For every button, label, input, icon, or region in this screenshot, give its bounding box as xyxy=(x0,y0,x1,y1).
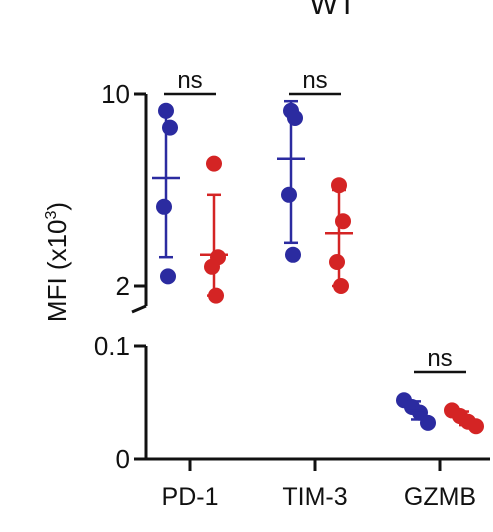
data-point xyxy=(281,186,297,203)
data-point xyxy=(162,119,178,136)
y-axis-label-sup: 3 xyxy=(43,211,60,220)
data-point xyxy=(285,246,301,263)
y-tick-label: 0 xyxy=(116,444,130,474)
data-point xyxy=(420,414,436,431)
y-axis-label-close: ) xyxy=(42,202,72,211)
data-point xyxy=(331,177,347,194)
y-axis-label-main: MFI (x10 xyxy=(42,220,72,323)
x-tick-label: TIM-3 xyxy=(282,483,347,511)
significance-label: ns xyxy=(427,345,452,372)
chart-title: WT xyxy=(310,0,357,21)
significance-label: ns xyxy=(302,67,327,94)
y-tick-label: 10 xyxy=(101,79,130,109)
significance-label: ns xyxy=(177,67,202,94)
data-point xyxy=(156,198,172,215)
y-tick-label: 0.1 xyxy=(94,331,130,361)
data-point xyxy=(287,110,303,126)
axes: 10 2 0.1 0 PD-1 TIM-3 GZMB xyxy=(94,79,490,511)
y-axis-break-mark xyxy=(131,304,147,314)
y-axis-label: MFI (x103) xyxy=(42,202,72,322)
data-point xyxy=(204,258,220,275)
data-point xyxy=(208,287,224,304)
x-tick-label: GZMB xyxy=(404,483,476,511)
data-point xyxy=(160,268,176,285)
svg-text:MFI (x103): MFI (x103) xyxy=(42,202,72,322)
data-marks: ns ns ns xyxy=(152,67,484,435)
data-point xyxy=(158,102,174,119)
data-point xyxy=(468,418,484,435)
data-point xyxy=(206,155,222,172)
x-tick-label: PD-1 xyxy=(162,483,219,511)
y-tick-label: 2 xyxy=(116,271,130,301)
data-point xyxy=(335,213,351,230)
data-point xyxy=(329,254,345,270)
data-point xyxy=(333,278,349,294)
